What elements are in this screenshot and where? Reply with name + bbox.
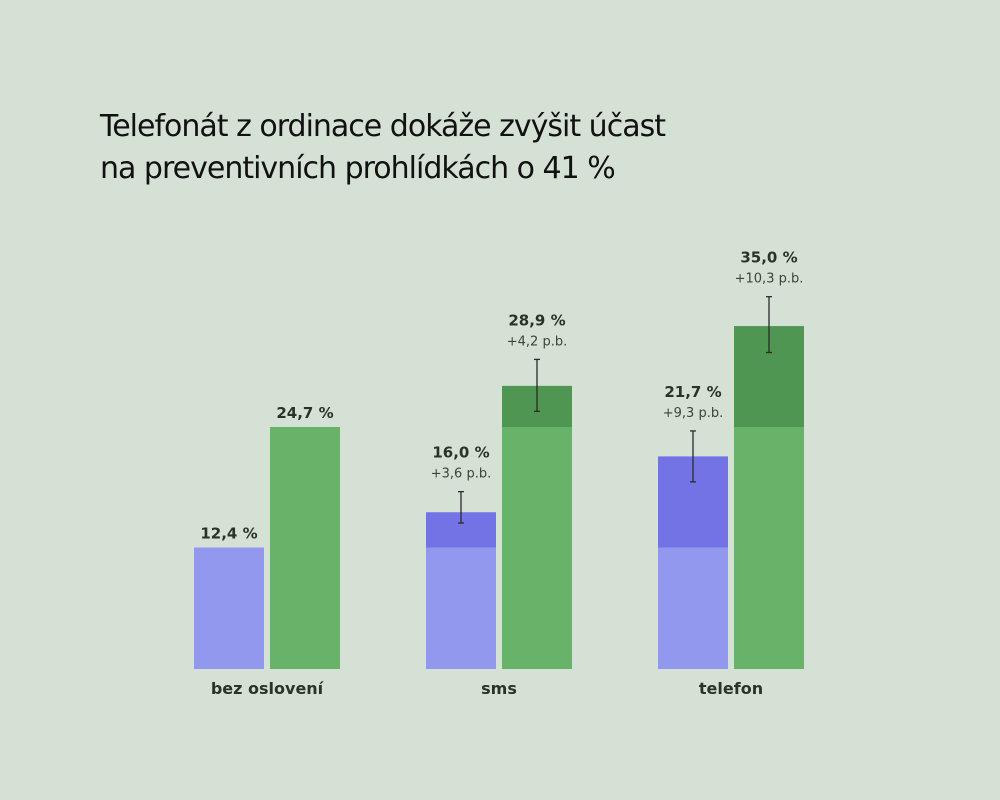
chart-title-line-1: Telefonát z ordinace dokáže zvýšit účast <box>99 109 666 144</box>
value-label-green-telefon: 35,0 % <box>740 249 797 267</box>
bar-base-purple-bez-oslovení <box>194 547 264 669</box>
category-label-bez-oslovení: bez oslovení <box>211 679 325 698</box>
value-label-purple-sms: 16,0 % <box>432 444 489 462</box>
increase-label-green-telefon: +10,3 p.b. <box>735 272 804 287</box>
increase-label-purple-telefon: +9,3 p.b. <box>663 406 723 421</box>
increase-label-green-sms: +4,2 p.b. <box>507 334 567 349</box>
value-label-green-bez-oslovení: 24,7 % <box>276 404 333 422</box>
bar-base-purple-sms <box>426 547 496 669</box>
value-label-purple-telefon: 21,7 % <box>664 383 721 401</box>
value-label-green-sms: 28,9 % <box>508 311 565 329</box>
plot-area: 12,4 % 24,7 % bez oslovení +3,6 p.b. 16,0 % +… <box>194 249 804 698</box>
chart-title: Telefonát z ordinace dokáže zvýšit účast… <box>99 109 674 186</box>
bar-base-green-bez-oslovení <box>270 427 340 669</box>
category-label-telefon: telefon <box>699 679 763 698</box>
chart-title-line-2: na preventivních prohlídkách o 41 % <box>100 151 615 186</box>
increase-label-purple-sms: +3,6 p.b. <box>431 467 491 482</box>
category-label-sms: sms <box>481 679 517 698</box>
value-label-purple-bez-oslovení: 12,4 % <box>200 525 257 543</box>
bar-base-purple-telefon <box>658 547 728 669</box>
bar-base-green-telefon <box>734 427 804 669</box>
bar-base-green-sms <box>502 427 572 669</box>
